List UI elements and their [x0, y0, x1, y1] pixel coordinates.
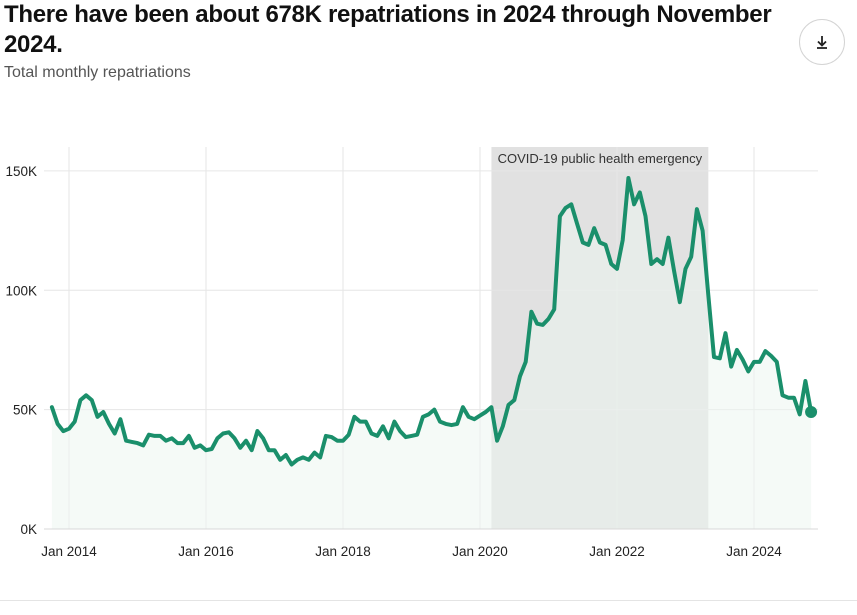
y-tick-label: 100K	[5, 283, 37, 298]
chart-subtitle: Total monthly repatriations	[4, 64, 191, 81]
y-tick-label: 0K	[20, 522, 37, 537]
x-tick-label: Jan 2022	[589, 544, 645, 559]
line-chart: 0K 50K 100K 150K Jan 2014 Jan 2016 Jan 2018 Jan…	[5, 147, 818, 559]
y-tick-label: 50K	[13, 403, 37, 418]
x-tick-label: Jan 2020	[452, 544, 508, 559]
download-icon	[817, 36, 827, 49]
download-button[interactable]	[799, 19, 845, 65]
series-area	[51, 178, 812, 529]
x-tick-label: Jan 2014	[41, 544, 97, 559]
chart-title: There have been about 678K repatriations…	[4, 1, 772, 58]
x-tick-label: Jan 2024	[726, 544, 782, 559]
series-line	[49, 176, 814, 467]
y-tick-label: 150K	[5, 164, 37, 179]
x-tick-label: Jan 2018	[315, 544, 371, 559]
x-tick-label: Jan 2016	[178, 544, 234, 559]
bottom-divider	[0, 600, 857, 601]
annotation-label: COVID-19 public health emergency	[498, 151, 703, 166]
series-endpoint	[805, 406, 818, 419]
